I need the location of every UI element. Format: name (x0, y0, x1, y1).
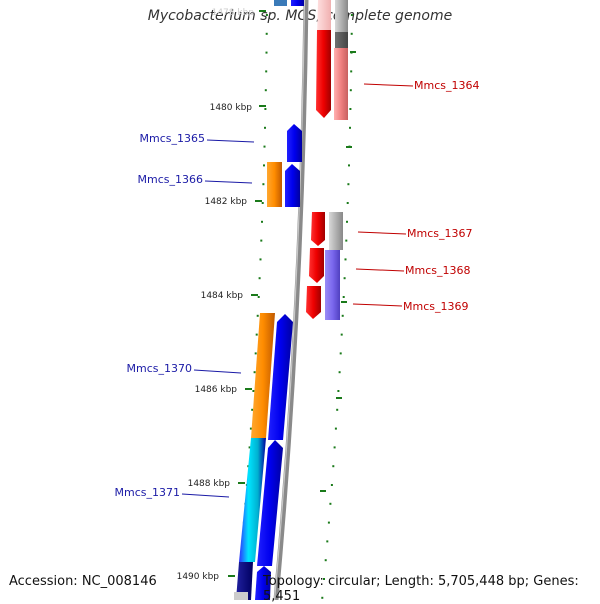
accession-text: Accession: NC_008146 (9, 574, 157, 589)
ruler-dot (346, 220, 348, 223)
gene-arrow[interactable] (291, 0, 304, 6)
ruler-dot (339, 352, 342, 355)
ruler-dot (341, 314, 344, 317)
ruler-dot (248, 446, 251, 449)
ruler-dot (253, 371, 256, 374)
ruler-dot (345, 239, 348, 242)
cog-bar (251, 313, 275, 438)
ruler-dot (255, 333, 258, 336)
cog-bar (236, 562, 253, 600)
ruler-dot (346, 202, 349, 204)
ruler-dot (265, 32, 268, 35)
ruler-dot (254, 352, 257, 355)
ruler-dot (329, 502, 332, 505)
reverse-strand-genes (306, 0, 348, 320)
cog-bar (329, 212, 343, 250)
ruler-dot (324, 559, 327, 562)
ruler-dot (262, 183, 265, 186)
gene-arrow[interactable] (257, 440, 283, 566)
gene-label-mmcs-1367[interactable]: Mmcs_1367 (407, 227, 472, 240)
gene-label-mmcs-1364[interactable]: Mmcs_1364 (414, 79, 479, 92)
gene-arrow[interactable] (287, 124, 302, 162)
gene-labels: Mmcs_1364 Mmcs_1367 Mmcs_1368 Mmcs_1369 … (115, 79, 480, 499)
ruler-dot (265, 51, 268, 54)
ruler-dot (350, 14, 353, 16)
cog-bar (334, 48, 348, 120)
ruler-dot (327, 521, 330, 524)
ruler-dot (251, 408, 254, 411)
genome-backbone (273, 0, 309, 600)
ruler-dot (338, 371, 341, 374)
ruler-dot (261, 220, 263, 223)
ruler-dot (323, 578, 325, 580)
ruler-dot (264, 89, 267, 92)
ruler-dot (347, 183, 350, 186)
tick-label: 1484 kbp (201, 291, 244, 301)
ruler-dot (263, 164, 265, 167)
kbp-ruler: 1478 kbp 1480 kbp 1482 kbp 1484 kbp 1486… (177, 8, 266, 582)
gene-arrow[interactable] (316, 30, 331, 118)
ruler-dot (261, 202, 264, 204)
ruler-dot (264, 108, 267, 110)
ruler-dot (258, 277, 261, 280)
gene-label-mmcs-1368[interactable]: Mmcs_1368 (405, 264, 470, 277)
gene-arrow[interactable] (268, 314, 293, 440)
ruler-dot (340, 333, 343, 336)
ruler-dot (260, 239, 263, 242)
ruler-dot (333, 446, 336, 449)
ruler-dot (256, 314, 259, 317)
gene-label-mmcs-1369[interactable]: Mmcs_1369 (403, 300, 468, 313)
tick-label: 1488 kbp (188, 479, 231, 489)
gene-label-mmcs-1370[interactable]: Mmcs_1370 (127, 362, 192, 375)
outer-ruler-ticks (320, 51, 356, 492)
ruler-dot (343, 277, 346, 280)
map-title: Mycobacterium sp. MCS, complete genome (147, 8, 453, 24)
ruler-dot (349, 108, 352, 110)
tick-label: 1478 kbp (212, 8, 255, 18)
cog-bar (325, 250, 340, 320)
tick-label: 1490 kbp (177, 572, 220, 582)
gene-label-mmcs-1366[interactable]: Mmcs_1366 (138, 173, 203, 186)
ruler-dot (336, 408, 339, 411)
ruler-dot (350, 32, 353, 35)
ruler-dot (265, 14, 268, 16)
ruler-dot (259, 258, 262, 261)
ruler-dot (350, 70, 353, 73)
ruler-dot (348, 164, 350, 167)
ruler-dot (330, 484, 333, 486)
ruler-dot (249, 427, 252, 430)
ruler-dot (344, 258, 347, 261)
ruler-dot (326, 540, 329, 543)
ruler-dot (257, 296, 260, 298)
gene-arrow[interactable] (255, 566, 271, 600)
cog-bar (239, 438, 266, 562)
ruler-dot (264, 126, 266, 129)
forward-strand-genes (234, 0, 304, 600)
gene-arrow[interactable] (285, 164, 300, 207)
ruler-dot (265, 70, 268, 73)
cog-bar (267, 162, 282, 207)
ruler-dot (252, 390, 255, 392)
gene-arrow[interactable] (311, 212, 325, 246)
ruler-dot (332, 465, 335, 468)
ruler-dot (349, 126, 351, 129)
gene-label-mmcs-1365[interactable]: Mmcs_1365 (140, 132, 205, 145)
cog-bar (335, 0, 348, 32)
tick-label: 1480 kbp (210, 103, 253, 113)
gene-label-mmcs-1371[interactable]: Mmcs_1371 (115, 486, 180, 499)
gene-arrow[interactable] (306, 286, 321, 319)
gene-arrow[interactable] (309, 248, 324, 283)
cog-bar (234, 592, 248, 600)
cog-bar (274, 0, 287, 6)
ruler-dot (349, 89, 352, 92)
tick-label: 1482 kbp (205, 197, 248, 207)
ruler-dot (342, 296, 345, 298)
ruler-dot (334, 427, 337, 430)
ruler-dot (321, 596, 324, 599)
ruler-dot (337, 390, 340, 392)
ruler-dot (263, 145, 266, 148)
tick-label: 1486 kbp (195, 385, 238, 395)
